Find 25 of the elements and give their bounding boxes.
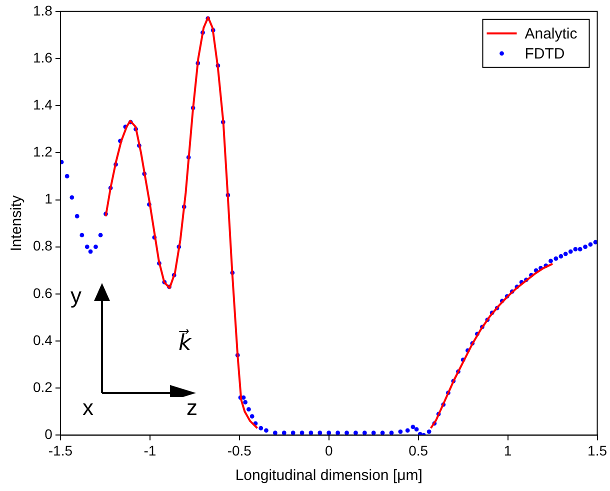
y-tick-label: 0.8: [32, 238, 53, 254]
y-tick-label: 1.6: [32, 49, 53, 66]
y-tick-label: 0.4: [32, 332, 53, 348]
x-tick-label: 0.5: [408, 442, 428, 458]
y-axis-title: Intensity: [8, 194, 26, 252]
y-tick-label: 1.8: [32, 2, 53, 18]
x-tick-label: 0: [324, 442, 333, 458]
y-tick-label: 0: [44, 426, 53, 442]
y-tick-label: 1.4: [32, 96, 53, 112]
legend-label: FDTD: [524, 46, 565, 63]
annotation: z: [186, 394, 198, 420]
annotation: x: [82, 394, 94, 420]
y-tick-label: 0.2: [32, 378, 53, 395]
y-tick-label: 0.6: [32, 284, 53, 301]
x-axis-title: Longitudinal dimension [μm]: [235, 467, 422, 484]
x-tick-label: -1.5: [48, 442, 73, 458]
x-tick-label: 1: [504, 442, 512, 458]
x-tick-label: -1: [144, 442, 156, 458]
x-tick-label: -0.5: [227, 442, 252, 458]
x-tick-label: 1.5: [588, 442, 608, 458]
annotation: y: [70, 282, 82, 308]
y-tick-label: 1.2: [32, 144, 53, 160]
y-tick-label: 1: [44, 190, 53, 207]
legend-label: Analytic: [524, 26, 578, 43]
annotation: k⃗: [178, 330, 192, 356]
